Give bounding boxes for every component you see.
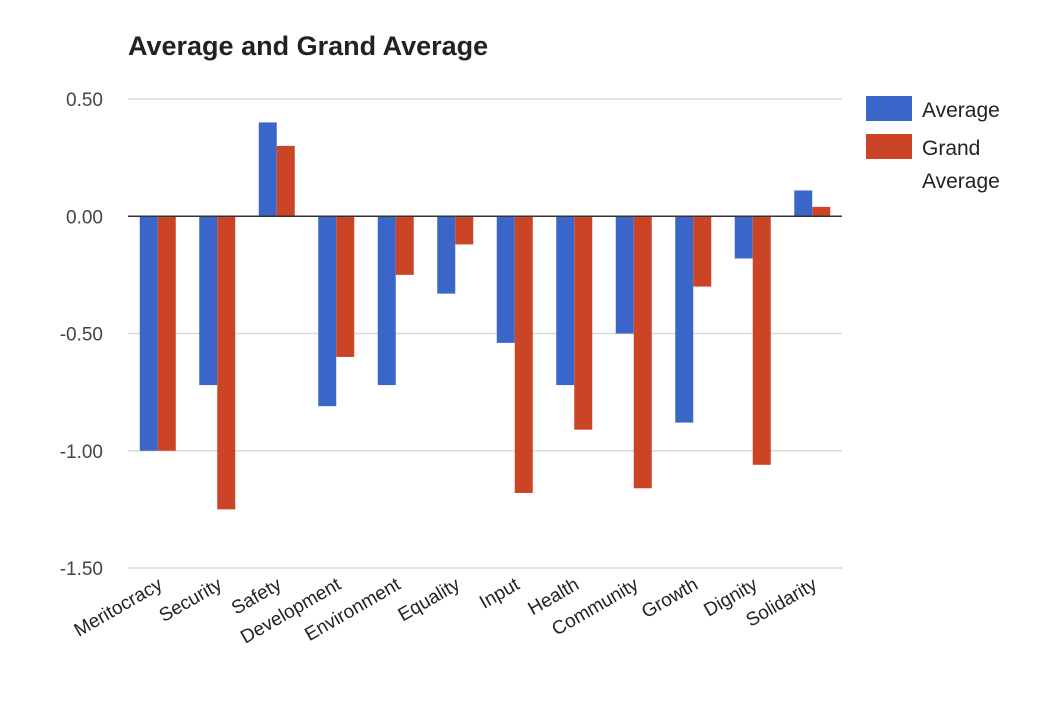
bar-average-meritocracy <box>139 216 158 451</box>
bar-grand-average-health <box>574 216 593 430</box>
y-tick-label: -1.00 <box>60 442 103 463</box>
x-category-label: Security <box>156 574 226 627</box>
bar-average-solidarity <box>794 190 813 217</box>
legend-swatch <box>866 134 912 159</box>
x-category-label: Input <box>476 574 524 614</box>
grid-lines <box>128 98 842 569</box>
bar-grand-average-security <box>217 216 236 510</box>
bar-average-input <box>496 216 515 343</box>
bar-grand-average-development <box>336 216 355 357</box>
legend-label: Grand Average <box>922 137 1000 193</box>
bar-grand-average-safety <box>276 145 295 217</box>
bar-average-safety <box>258 122 277 217</box>
bar-average-community <box>615 216 634 334</box>
bar-average-equality <box>437 216 456 294</box>
bar-grand-average-community <box>633 216 652 489</box>
chart-title: Average and Grand Average <box>128 31 488 61</box>
legend: Average Grand Average <box>866 96 1000 193</box>
y-tick-label: -1.50 <box>60 559 103 580</box>
x-category-label: Meritocracy <box>71 574 167 642</box>
x-category-label: Growth <box>638 574 702 623</box>
bar-grand-average-equality <box>455 216 474 245</box>
bar-grand-average-input <box>514 216 533 493</box>
bar-grand-average-environment <box>395 216 414 275</box>
bar-grand-average-meritocracy <box>157 216 176 451</box>
bar-average-health <box>556 216 575 386</box>
y-axis-tick-labels: 0.50 0.00 -0.50 -1.00 -1.50 <box>60 90 103 580</box>
legend-label: Average <box>922 99 1000 122</box>
bar-average-dignity <box>734 216 753 259</box>
y-tick-label: 0.50 <box>66 90 103 111</box>
bar-average-environment <box>377 216 396 386</box>
y-tick-label: -0.50 <box>60 325 103 346</box>
bar-grand-average-dignity <box>752 216 771 465</box>
bar-average-development <box>318 216 337 407</box>
legend-swatch <box>866 96 912 121</box>
x-category-label: Equality <box>395 574 464 626</box>
bar-grand-average-solidarity <box>812 206 831 217</box>
y-tick-label: 0.00 <box>66 207 103 228</box>
bar-grand-average-growth <box>693 216 712 287</box>
bar-average-growth <box>675 216 694 423</box>
bar-average-security <box>199 216 218 386</box>
bars <box>139 122 831 510</box>
